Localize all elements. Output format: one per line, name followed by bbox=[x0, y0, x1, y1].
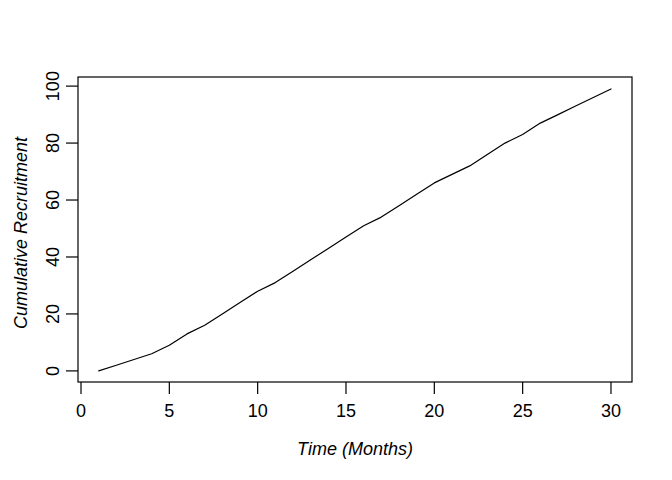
y-axis-ticks: 0 20 40 60 80 100 bbox=[43, 71, 78, 376]
y-tick-label: 80 bbox=[43, 133, 63, 153]
y-tick-label: 40 bbox=[43, 247, 63, 267]
x-tick-label: 5 bbox=[164, 401, 174, 421]
x-tick-label: 25 bbox=[513, 401, 533, 421]
x-tick-label: 15 bbox=[336, 401, 356, 421]
x-tick-label: 0 bbox=[76, 401, 86, 421]
plot-frame bbox=[78, 77, 632, 382]
x-tick-label: 30 bbox=[601, 401, 621, 421]
y-tick-label: 60 bbox=[43, 190, 63, 210]
r-plot-window: 051015202530 020406080100 Time (Months) … bbox=[0, 0, 672, 480]
y-tick-label: 100 bbox=[43, 71, 63, 101]
x-tick-label: 20 bbox=[424, 401, 444, 421]
y-axis-title: Cumulative Recruitment bbox=[11, 136, 31, 329]
y-tick-label: 20 bbox=[43, 304, 63, 324]
x-axis-title: Time (Months) bbox=[297, 439, 413, 459]
x-tick-label: 10 bbox=[248, 401, 268, 421]
y-tick-label: 0 bbox=[43, 366, 63, 376]
x-axis-ticks: 0 5 10 15 20 25 30 bbox=[76, 382, 621, 421]
cumulative-recruitment-line bbox=[99, 89, 611, 371]
line-chart: 051015202530 020406080100 Time (Months) … bbox=[0, 0, 672, 480]
